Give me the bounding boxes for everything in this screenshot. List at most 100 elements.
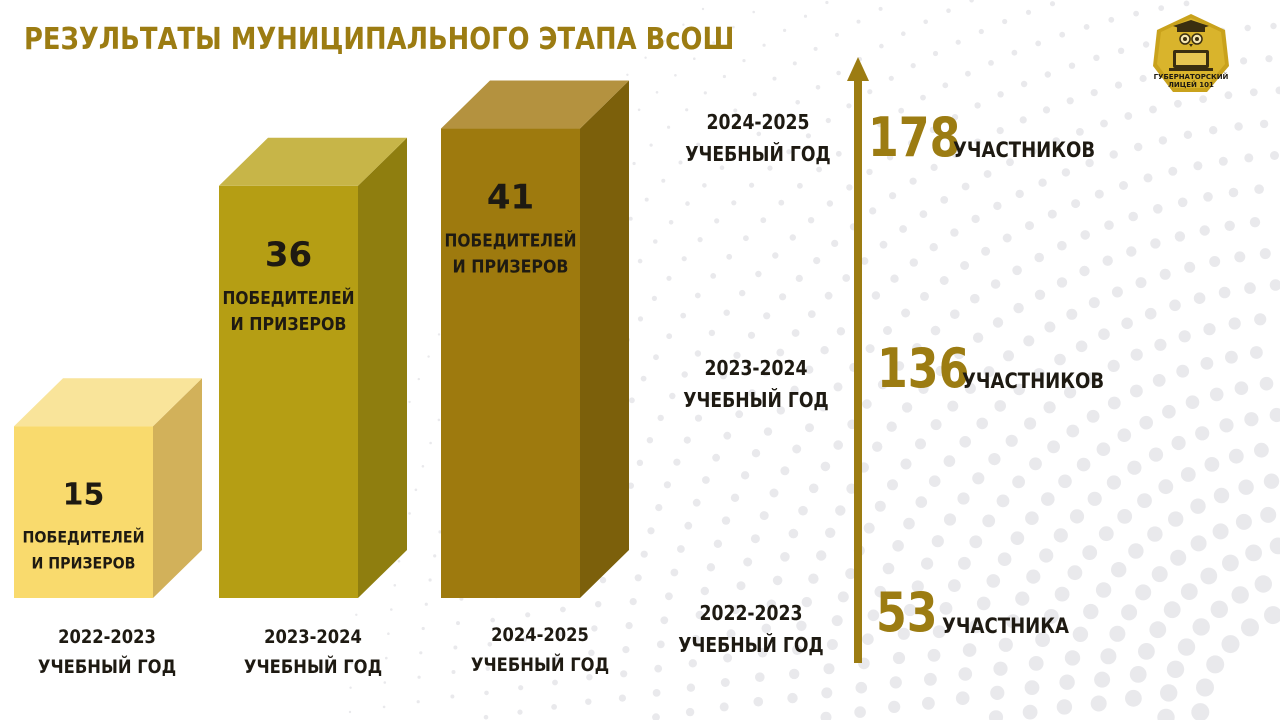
background-dot bbox=[691, 634, 700, 644]
participants-unit-3: УЧАСТНИКОВ bbox=[953, 138, 1096, 162]
background-dot bbox=[1108, 16, 1115, 23]
background-dot bbox=[767, 165, 773, 171]
bar-year-label-1: 2022-2023 УЧЕБНЫЙ ГОД bbox=[34, 622, 180, 682]
background-dot bbox=[560, 606, 566, 613]
background-dot bbox=[929, 126, 937, 133]
background-dot bbox=[599, 576, 607, 584]
background-dot bbox=[647, 527, 655, 535]
background-dot bbox=[1154, 338, 1167, 351]
background-dot bbox=[816, 166, 822, 173]
background-dot bbox=[702, 183, 707, 188]
background-dot bbox=[553, 655, 560, 661]
background-dot bbox=[618, 694, 627, 702]
background-dot bbox=[653, 239, 658, 244]
background-dot bbox=[708, 329, 716, 337]
background-dot bbox=[743, 235, 749, 242]
background-dot bbox=[1059, 674, 1075, 690]
background-dot bbox=[1052, 137, 1061, 146]
logo-text-line2: ЛИЦЕЙ 101 bbox=[1168, 81, 1214, 89]
background-dot bbox=[726, 253, 733, 260]
background-dot bbox=[719, 165, 725, 170]
background-dot bbox=[927, 648, 941, 662]
background-dot bbox=[874, 585, 887, 598]
background-dot bbox=[1245, 544, 1262, 562]
background-dot bbox=[836, 70, 841, 76]
background-dot bbox=[813, 46, 818, 51]
background-dot bbox=[1012, 475, 1025, 489]
background-dot bbox=[519, 660, 525, 666]
background-dot bbox=[652, 713, 660, 720]
background-dot bbox=[721, 516, 731, 525]
background-dot bbox=[1129, 666, 1147, 683]
background-dot bbox=[712, 453, 720, 462]
background-dot bbox=[1033, 368, 1045, 380]
background-dot bbox=[673, 458, 681, 466]
background-dot bbox=[990, 685, 1005, 701]
background-dot bbox=[874, 500, 886, 512]
background-dot bbox=[951, 114, 959, 121]
background-dot bbox=[833, 440, 843, 450]
timeline-year-1: 2022-2023 bbox=[699, 601, 803, 625]
background-dot bbox=[694, 292, 701, 299]
background-dot bbox=[706, 563, 716, 572]
background-dot bbox=[865, 344, 875, 354]
background-dot bbox=[776, 348, 785, 357]
bar-year-2: 2023-2024 bbox=[264, 626, 362, 648]
background-dot bbox=[815, 85, 821, 90]
background-dot bbox=[1264, 606, 1280, 625]
background-dot bbox=[867, 609, 880, 622]
background-dot bbox=[644, 56, 647, 59]
background-dot bbox=[988, 60, 994, 66]
background-dot bbox=[701, 7, 705, 11]
background-dot bbox=[1061, 168, 1071, 177]
background-dot bbox=[693, 57, 696, 60]
background-dot bbox=[993, 661, 1008, 676]
background-dot bbox=[971, 214, 980, 224]
background-dot bbox=[397, 559, 401, 563]
lyceum-logo: ГУБЕРНАТОРСКИЙ ЛИЦЕЙ 101 bbox=[1149, 12, 1233, 96]
background-dot bbox=[903, 603, 917, 617]
background-dot bbox=[931, 535, 944, 548]
background-dot bbox=[417, 675, 421, 679]
background-dot bbox=[972, 332, 984, 343]
background-dot bbox=[665, 592, 673, 601]
background-dot bbox=[585, 698, 592, 705]
background-dot bbox=[636, 459, 644, 466]
background-dot bbox=[1034, 289, 1046, 300]
background-dot bbox=[939, 602, 953, 615]
background-dot bbox=[525, 612, 531, 618]
background-dot bbox=[1265, 55, 1273, 63]
background-dot bbox=[456, 621, 460, 626]
background-dot bbox=[842, 274, 851, 282]
bar-caption-line1: ПОБЕДИТЕЛЕЙ bbox=[223, 287, 355, 309]
background-dot bbox=[653, 354, 659, 361]
background-dot bbox=[1125, 689, 1142, 707]
background-dot bbox=[775, 115, 781, 121]
background-dot bbox=[1090, 695, 1107, 712]
background-dot bbox=[924, 672, 937, 686]
background-dot bbox=[928, 475, 941, 488]
bar-front-face bbox=[219, 185, 358, 599]
background-dot bbox=[352, 637, 355, 641]
background-dot bbox=[1228, 448, 1244, 464]
background-dot bbox=[835, 150, 842, 157]
background-dot bbox=[834, 32, 839, 37]
background-dot bbox=[1010, 531, 1025, 545]
bar-caption-line1: ПОБЕДИТЕЛЕЙ bbox=[23, 527, 145, 546]
background-dot bbox=[795, 100, 800, 105]
background-dot bbox=[801, 596, 812, 608]
background-dot bbox=[943, 455, 956, 467]
background-dot bbox=[1260, 506, 1277, 523]
background-dot bbox=[487, 642, 493, 647]
background-dot bbox=[1244, 24, 1251, 32]
background-dot bbox=[1066, 424, 1080, 438]
timeline-year-label-2: 2023-2024 УЧЕБНЫЙ ГОД bbox=[683, 352, 829, 416]
background-dot bbox=[878, 6, 883, 11]
background-dot bbox=[429, 441, 432, 445]
background-dot bbox=[1269, 279, 1280, 291]
background-dot bbox=[723, 653, 733, 663]
background-dot bbox=[1130, 384, 1143, 398]
background-dot bbox=[1244, 153, 1254, 163]
